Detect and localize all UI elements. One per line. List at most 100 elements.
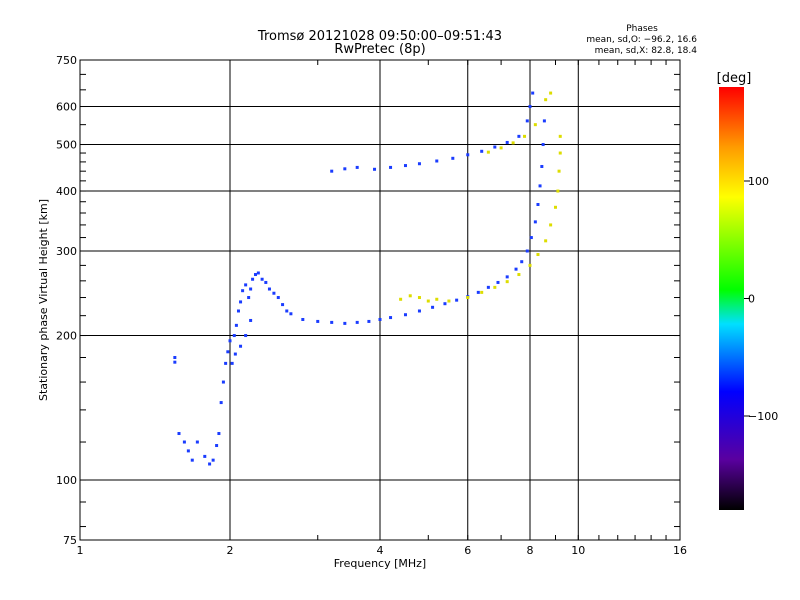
data-point bbox=[533, 220, 537, 224]
colorbar bbox=[719, 87, 744, 510]
data-point bbox=[496, 280, 500, 284]
data-point bbox=[228, 339, 232, 343]
x-tick-label: 1 bbox=[77, 544, 84, 557]
colorbar-ticks: 100 0 −100 bbox=[744, 175, 778, 423]
gridlines bbox=[80, 60, 680, 540]
data-point bbox=[541, 143, 545, 147]
data-point bbox=[224, 361, 228, 365]
data-point bbox=[195, 440, 199, 444]
data-point bbox=[173, 360, 177, 364]
data-point bbox=[226, 350, 230, 354]
data-point bbox=[190, 458, 194, 462]
x-tick-label: 4 bbox=[377, 544, 384, 557]
data-point bbox=[505, 140, 509, 144]
y-tick-labels: 75 100 200 300 400 500 600 750 bbox=[56, 54, 77, 547]
data-point bbox=[403, 313, 407, 317]
data-point bbox=[451, 156, 455, 160]
data-point bbox=[466, 296, 470, 300]
data-point bbox=[435, 159, 439, 163]
data-point bbox=[355, 320, 359, 324]
data-point bbox=[316, 319, 320, 323]
data-point bbox=[529, 236, 533, 240]
data-point bbox=[553, 205, 557, 209]
phase-stats-o: mean, sd,O: −96.2, 16.6 bbox=[586, 35, 697, 45]
data-point bbox=[557, 169, 561, 173]
data-point bbox=[476, 290, 480, 294]
data-point bbox=[221, 380, 225, 384]
data-point bbox=[232, 334, 236, 338]
x-tick-label: 2 bbox=[227, 544, 234, 557]
phase-stats-x: mean, sd,X: 82.8, 18.4 bbox=[595, 46, 698, 56]
y-tick-label: 300 bbox=[56, 245, 77, 258]
x-tick-label: 16 bbox=[673, 544, 687, 557]
data-point bbox=[493, 285, 497, 289]
data-point bbox=[525, 119, 529, 123]
data-point bbox=[289, 312, 293, 316]
data-point bbox=[517, 273, 521, 277]
data-point bbox=[528, 105, 532, 109]
data-point bbox=[211, 458, 215, 462]
data-point bbox=[542, 119, 546, 123]
data-point bbox=[264, 280, 268, 284]
y-tick-label: 200 bbox=[56, 330, 77, 343]
data-point bbox=[186, 449, 190, 453]
data-point bbox=[244, 334, 248, 338]
data-point bbox=[253, 273, 257, 277]
data-point bbox=[511, 141, 515, 145]
data-point bbox=[417, 309, 421, 313]
data-point bbox=[435, 297, 439, 301]
data-point bbox=[549, 223, 553, 227]
data-point bbox=[272, 291, 276, 295]
data-point bbox=[241, 289, 245, 293]
data-point bbox=[408, 294, 412, 298]
phase-stats-heading: Phases bbox=[626, 24, 658, 34]
data-point bbox=[466, 153, 470, 157]
data-point bbox=[389, 316, 393, 320]
data-point bbox=[330, 169, 334, 173]
data-point bbox=[267, 287, 271, 291]
data-point bbox=[556, 189, 560, 193]
data-point bbox=[217, 432, 221, 436]
data-point bbox=[558, 151, 562, 155]
data-point bbox=[517, 134, 521, 138]
data-point bbox=[447, 299, 451, 303]
data-point bbox=[480, 149, 484, 153]
data-point bbox=[486, 150, 490, 154]
data-point bbox=[544, 98, 548, 102]
data-point bbox=[417, 162, 421, 166]
data-point bbox=[538, 184, 542, 188]
data-point bbox=[486, 285, 490, 289]
data-point bbox=[234, 323, 238, 327]
data-point bbox=[549, 91, 553, 95]
data-point bbox=[528, 263, 532, 267]
data-point bbox=[230, 361, 234, 365]
chart-title: Tromsø 20121028 09:50:00–09:51:43 bbox=[257, 29, 502, 44]
data-point bbox=[203, 454, 207, 458]
data-point bbox=[177, 432, 181, 436]
data-point bbox=[239, 300, 243, 304]
data-point bbox=[244, 283, 248, 287]
x-axis-label: Frequency [MHz] bbox=[334, 557, 426, 570]
y-tick-label: 750 bbox=[56, 54, 77, 67]
colorbar-tick-label: 0 bbox=[748, 293, 755, 306]
data-point bbox=[301, 317, 305, 321]
colorbar-tick-label: 100 bbox=[748, 175, 769, 188]
axis-ticks bbox=[79, 59, 681, 540]
data-point bbox=[173, 355, 177, 359]
data-point bbox=[403, 164, 407, 168]
data-point bbox=[239, 344, 243, 348]
data-point bbox=[373, 167, 377, 171]
data-point bbox=[215, 444, 219, 448]
data-point bbox=[443, 302, 447, 306]
scatter-points bbox=[173, 91, 562, 466]
data-point bbox=[426, 299, 430, 303]
data-point bbox=[417, 296, 421, 300]
data-point bbox=[208, 462, 212, 466]
x-tick-labels: 1 2 4 6 8 10 16 bbox=[77, 544, 688, 557]
data-point bbox=[330, 320, 334, 324]
y-tick-label: 400 bbox=[56, 185, 77, 198]
data-point bbox=[236, 309, 240, 313]
data-point bbox=[247, 296, 251, 300]
data-point bbox=[533, 123, 537, 127]
data-point bbox=[540, 164, 544, 168]
